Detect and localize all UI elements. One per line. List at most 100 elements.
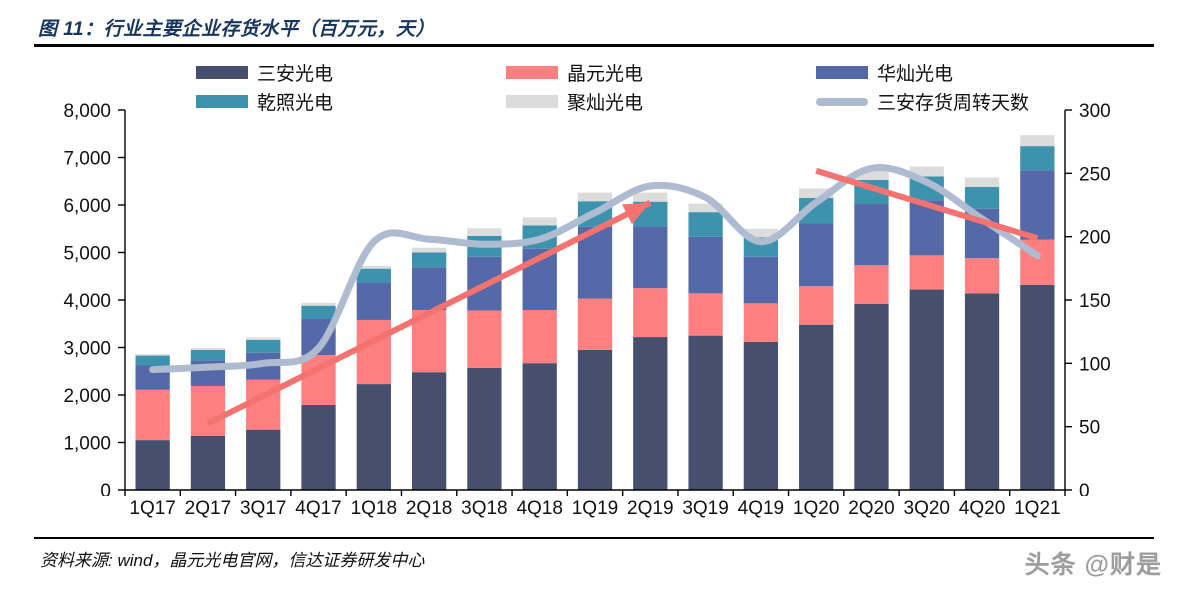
bar-segment [135,355,170,366]
x-axis-tick-label: 1Q20 [792,498,840,519]
legend-swatch-icon [816,66,868,79]
bar-segment [190,347,226,350]
bar-segment [467,367,502,490]
turnover-line-group [149,164,1041,374]
bar-segment [633,337,668,490]
bar-segment [743,303,779,342]
bar-segment [1020,135,1055,147]
bar-segment [577,192,613,202]
bar-segment [356,282,391,320]
rising-trend-arrow [206,199,652,427]
trend-arrowhead-icon [622,202,651,225]
left-axis-ticks: 0 1,000 2,000 3,000 4,000 5,000 6,000 7,000 8,00… [63,101,125,496]
bar-segment [301,404,336,490]
bar-segment [301,302,336,306]
bar-segment [1020,170,1055,240]
right-tick-label: 250 [1079,164,1111,185]
legend-item[interactable]: 乾照光电 [196,88,506,115]
x-axis-tick-label: 2Q19 [627,498,674,519]
chart-plot-area: 0 1,000 2,000 3,000 4,000 5,000 6,000 7,000 8,00… [0,96,1188,496]
bar-series-group [135,135,1055,491]
left-tick-label: 4,000 [63,291,111,312]
bar-segment [1020,146,1055,171]
legend-item[interactable]: 三安存货周转天数 [816,88,1066,115]
x-axis-tick-label: 2Q20 [848,498,895,519]
legend-swatch-icon [506,66,558,79]
x-axis-tick-label: 1Q18 [350,498,398,519]
chart-canvas: 0 1,000 2,000 3,000 4,000 5,000 6,000 7,000 8,00… [63,101,1111,496]
bar-segment [246,339,281,353]
footer-divider [34,537,1154,539]
title-divider [34,44,1154,47]
bar-segment [633,192,668,202]
trend-annotations-group [206,167,1039,427]
legend-label: 三安光电 [257,63,334,85]
left-tick-label: 1,000 [63,434,111,455]
right-tick-label: 200 [1079,228,1111,249]
right-tick-label: 300 [1079,101,1111,122]
bar-segment [743,256,779,304]
bar-segment [467,228,502,236]
legend-swatch-icon [506,95,558,108]
bar-segment [688,236,723,294]
bar-segment [909,255,944,290]
legend-label: 晶元光电 [567,63,644,85]
watermark: 头条 @财是 [1024,551,1162,579]
source-note: 资料来源: wind，晶元光电官网，信达证券研发中心 [40,551,425,570]
turnover-days-line [149,164,1041,374]
bar-segment [688,203,723,213]
bar-segment [577,349,613,491]
right-tick-label: 50 [1079,418,1100,439]
legend-item[interactable]: 三安光电 [196,59,506,86]
bar-segment [356,319,391,385]
bar-segment [688,293,723,336]
bar-segment [411,247,447,253]
bar-segment [190,349,226,361]
right-tick-label: 0 [1079,481,1090,496]
bar-segment [964,186,1000,209]
bar-segment [799,286,834,325]
legend-label: 华灿光电 [877,63,954,85]
bar-segment [688,335,723,491]
bar-segment [799,324,834,490]
right-axis-ticks: 0 50 100 150 200 250 300 [1065,101,1111,496]
bar-segment [577,298,613,350]
legend-label: 乾照光电 [257,92,334,114]
legend-swatch-icon [196,95,248,108]
bar-segment [964,177,1000,187]
legend-item[interactable]: 晶元光电 [506,59,816,86]
bar-segment [356,265,391,269]
x-axis-tick-label: 1Q17 [129,498,176,519]
x-axis-tick-label: 3Q20 [903,498,950,519]
bar-segment [246,429,281,490]
bar-segment [964,293,1000,490]
falling-trend-arrow [815,167,1039,242]
bar-segment [633,288,668,338]
x-axis-tick-label: 3Q19 [682,498,729,519]
x-axis-tick-label: 3Q18 [461,498,508,519]
left-tick-label: 5,000 [63,244,111,265]
page-title: 图 11：行业主要企业存货水平（百万元，天） [38,19,436,40]
x-axis-tick-label: 1Q21 [1014,498,1061,519]
x-axis-tick-label: 2Q18 [405,498,453,519]
bar-segment [135,440,170,491]
bar-segment [854,204,889,266]
bar-segment [190,435,226,490]
x-axis-tick-label: 4Q19 [737,498,785,519]
legend-item[interactable]: 华灿光电 [816,59,1066,86]
bar-segment [467,310,502,368]
bar-segment [522,363,557,490]
x-axis-tick-label: 4Q17 [295,498,342,519]
bar-segment [743,341,779,490]
bar-segment [743,228,779,238]
bar-segment [854,170,889,180]
x-axis-tick-label: 2Q17 [184,498,232,519]
legend-swatch-icon [816,97,868,106]
left-tick-label: 2,000 [63,386,111,407]
legend-item[interactable]: 聚灿光电 [506,88,816,115]
x-axis-tick-label: 4Q20 [958,498,1006,519]
right-tick-label: 150 [1079,291,1111,312]
left-tick-label: 7,000 [63,149,111,170]
bar-segment [799,188,834,198]
bar-segment [356,384,391,490]
